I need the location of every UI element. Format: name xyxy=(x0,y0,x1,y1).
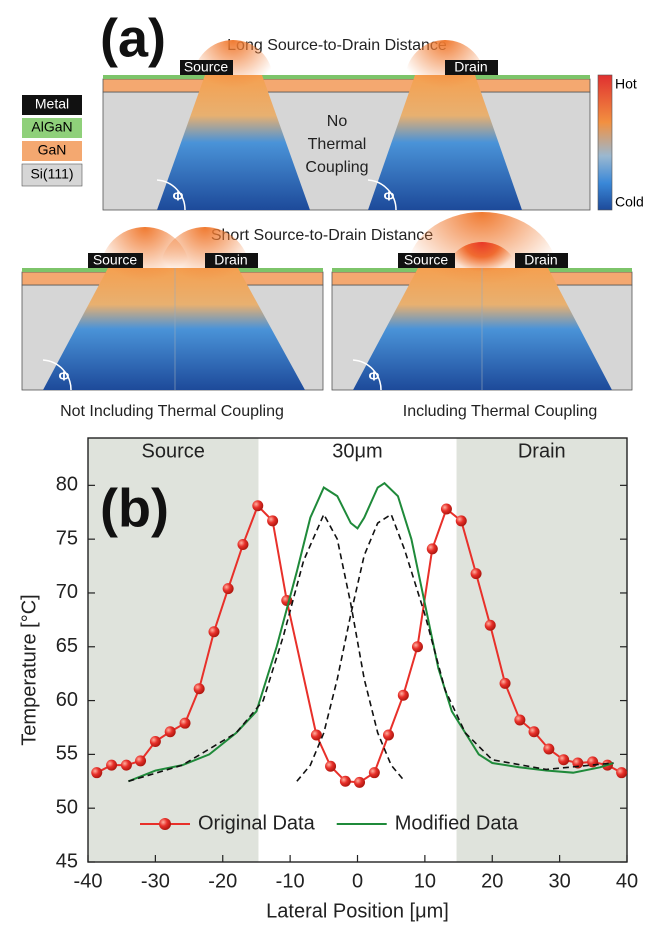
angle-label: Φ xyxy=(369,368,380,383)
y-tick-label: 70 xyxy=(56,581,78,603)
data-point xyxy=(354,776,366,788)
x-tick-label: 40 xyxy=(616,870,638,892)
data-point xyxy=(572,757,584,769)
data-point xyxy=(368,767,380,779)
legend-label: Original Data xyxy=(198,812,316,834)
data-point xyxy=(411,641,423,653)
data-point xyxy=(339,775,351,787)
y-tick-label: 65 xyxy=(56,635,78,657)
plot-frame xyxy=(87,437,628,863)
data-point xyxy=(193,683,205,695)
x-tick-label: 20 xyxy=(481,870,503,892)
diagram-title: Short Source-to-Drain Distance xyxy=(211,227,433,244)
layer-label: GaN xyxy=(38,142,67,158)
data-point xyxy=(514,714,526,726)
y-tick-label: 75 xyxy=(56,527,78,549)
x-tick-label: -20 xyxy=(208,870,237,892)
angle-label: Φ xyxy=(173,188,184,203)
data-point xyxy=(455,515,467,527)
data-point xyxy=(426,543,438,555)
angle-label: Φ xyxy=(59,368,70,383)
panel-label: (a) xyxy=(100,8,166,68)
colorbar-max: Hot xyxy=(615,76,637,92)
x-tick-label: -10 xyxy=(276,870,305,892)
layer-label: Si(111) xyxy=(30,166,73,182)
drain-label: Drain xyxy=(454,59,487,75)
data-point xyxy=(135,755,147,767)
data-point xyxy=(440,503,452,515)
region xyxy=(456,438,627,862)
x-tick-label: 10 xyxy=(414,870,436,892)
region-label: Drain xyxy=(518,440,566,462)
y-tick-label: 55 xyxy=(56,743,78,765)
chart: Source Drain 30μm 45 50 55 60 65 70 75 80 -40 -30 -20… xyxy=(18,437,638,922)
diagram-title: Long Source-to-Drain Distance xyxy=(227,37,447,54)
colorbar-min: Cold xyxy=(615,194,644,210)
fit-line xyxy=(128,512,406,783)
caption: Including Thermal Coupling xyxy=(403,403,597,420)
data-point xyxy=(164,726,176,738)
long-device xyxy=(102,40,591,211)
y-axis-label: Temperature [°C] xyxy=(18,594,40,745)
angle-label: Φ xyxy=(384,188,395,203)
x-tick-label: -30 xyxy=(141,870,170,892)
y-tick-label: 45 xyxy=(56,850,78,872)
region xyxy=(88,438,259,862)
data-point xyxy=(120,759,132,771)
x-axis-label: Lateral Position [μm] xyxy=(266,900,449,922)
x-tick-label: -40 xyxy=(74,870,103,892)
data-point xyxy=(208,626,220,638)
short-device xyxy=(331,212,633,391)
data-point xyxy=(237,539,249,551)
x-tick-label: 30 xyxy=(549,870,571,892)
source-label: Source xyxy=(404,252,449,268)
caption: Not Including Thermal Coupling xyxy=(60,403,284,420)
data-point xyxy=(528,726,540,738)
data-point xyxy=(382,729,394,741)
note: Coupling xyxy=(305,159,368,176)
note: Thermal xyxy=(308,136,367,153)
x-tick-label: 0 xyxy=(352,870,363,892)
note: No xyxy=(327,113,348,130)
panel-label: (b) xyxy=(100,478,169,538)
data-point xyxy=(325,760,337,772)
data-point xyxy=(91,767,103,779)
data-point xyxy=(179,717,191,729)
data-point xyxy=(558,754,570,766)
colorbar xyxy=(597,74,613,211)
y-tick-label: 50 xyxy=(56,796,78,818)
data-point xyxy=(106,759,118,771)
data-point xyxy=(499,677,511,689)
data-point xyxy=(484,619,496,631)
layer-label: Metal xyxy=(35,96,69,112)
short-device xyxy=(21,227,324,391)
legend-label: Modified Data xyxy=(395,812,519,834)
fit-line xyxy=(296,513,614,782)
data-point xyxy=(616,767,628,779)
data-point xyxy=(149,735,161,747)
region-label: Source xyxy=(142,440,205,462)
layer-legend xyxy=(21,95,83,187)
annotation: 30μm xyxy=(332,440,382,462)
drain-label: Drain xyxy=(524,252,557,268)
y-tick-label: 60 xyxy=(56,689,78,711)
data-point xyxy=(252,500,264,512)
data-point xyxy=(470,568,482,580)
data-point xyxy=(222,583,234,595)
drain-label: Drain xyxy=(214,252,247,268)
source-label: Source xyxy=(184,59,229,75)
data-point xyxy=(310,729,322,741)
series-line xyxy=(128,481,614,783)
data-point xyxy=(397,689,409,701)
data-point xyxy=(267,515,279,527)
layer-label: AlGaN xyxy=(31,119,72,135)
legend-marker xyxy=(159,818,171,830)
data-point xyxy=(543,743,555,755)
source-label: Source xyxy=(93,252,138,268)
y-tick-label: 80 xyxy=(56,474,78,496)
